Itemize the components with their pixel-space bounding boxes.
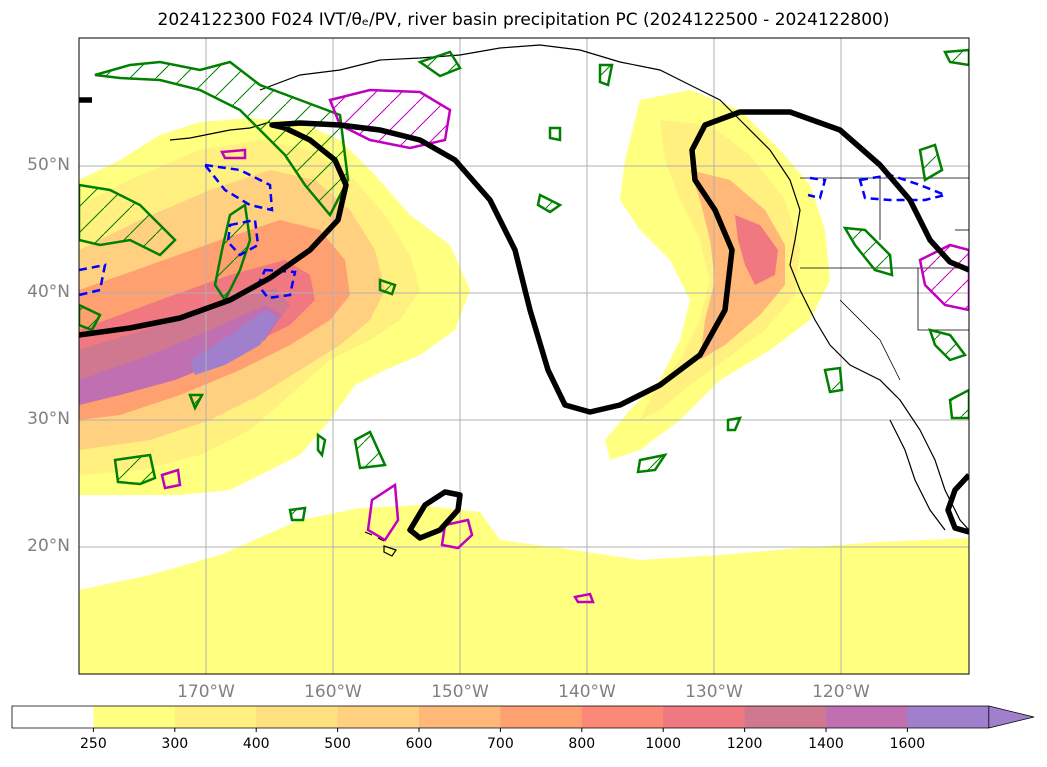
lat-label-20n: 20°N xyxy=(27,536,70,556)
lon-label-140w: 140°W xyxy=(558,682,616,702)
colorbar-extend-arrow xyxy=(988,705,1035,729)
hawaii xyxy=(364,531,397,557)
map-plot xyxy=(79,38,969,674)
colorbar-segment xyxy=(907,706,990,728)
lat-label-30n: 30°N xyxy=(27,409,70,429)
colorbar-tick-label: 1400 xyxy=(808,736,844,752)
colorbar-tick-label: 300 xyxy=(161,736,189,752)
map-title: 2024122300 F024 IVT/θₑ/PV, river basin p… xyxy=(157,10,890,30)
lon-label-160w: 160°W xyxy=(304,682,362,702)
lon-label-130w: 130°W xyxy=(685,682,743,702)
lat-label-40n: 40°N xyxy=(27,282,70,302)
lon-label-120w: 120°W xyxy=(812,682,870,702)
ivt-colorbar xyxy=(11,705,1035,732)
ivt-band-1600 xyxy=(190,310,278,375)
lon-label-170w: 170°W xyxy=(177,682,235,702)
colorbar-segment xyxy=(256,706,339,728)
colorbar-tick-label: 400 xyxy=(242,736,270,752)
ivt-band-1000-east xyxy=(735,215,778,285)
colorbar-segment xyxy=(12,706,94,728)
colorbar-tick-label: 250 xyxy=(80,736,107,752)
colorbar-segment xyxy=(174,706,257,728)
colorbar-segment xyxy=(744,706,827,728)
baja xyxy=(889,419,946,531)
colorbar-tick-label: 500 xyxy=(324,736,351,752)
colorbar-tick-label: 1000 xyxy=(645,736,681,752)
colorbar-segment xyxy=(663,706,746,728)
colorbar-tick-label: 800 xyxy=(568,736,596,752)
colorbar-tick-label: 1200 xyxy=(726,736,763,752)
map-frame xyxy=(78,37,970,675)
precip-contours xyxy=(160,88,969,604)
aleutians xyxy=(169,121,271,141)
colorbar-segment xyxy=(581,706,664,728)
colorbar-tick-label: 700 xyxy=(487,736,514,752)
colorbar-segment xyxy=(826,706,908,728)
colorbar-segment xyxy=(419,706,501,728)
lat-label-50n: 50°N xyxy=(27,155,70,175)
lon-label-150w: 150°W xyxy=(431,682,489,702)
colorbar-segment xyxy=(93,706,176,728)
colorbar-tick-label: 1600 xyxy=(889,736,926,752)
theta-e-contours xyxy=(79,97,969,541)
pv-positive-contours xyxy=(79,48,969,522)
ivt-band-1400 xyxy=(79,305,282,405)
colorbar-segment xyxy=(500,706,583,728)
colorbar-segment xyxy=(337,706,420,728)
colorbar-tick-label: 600 xyxy=(405,736,433,752)
